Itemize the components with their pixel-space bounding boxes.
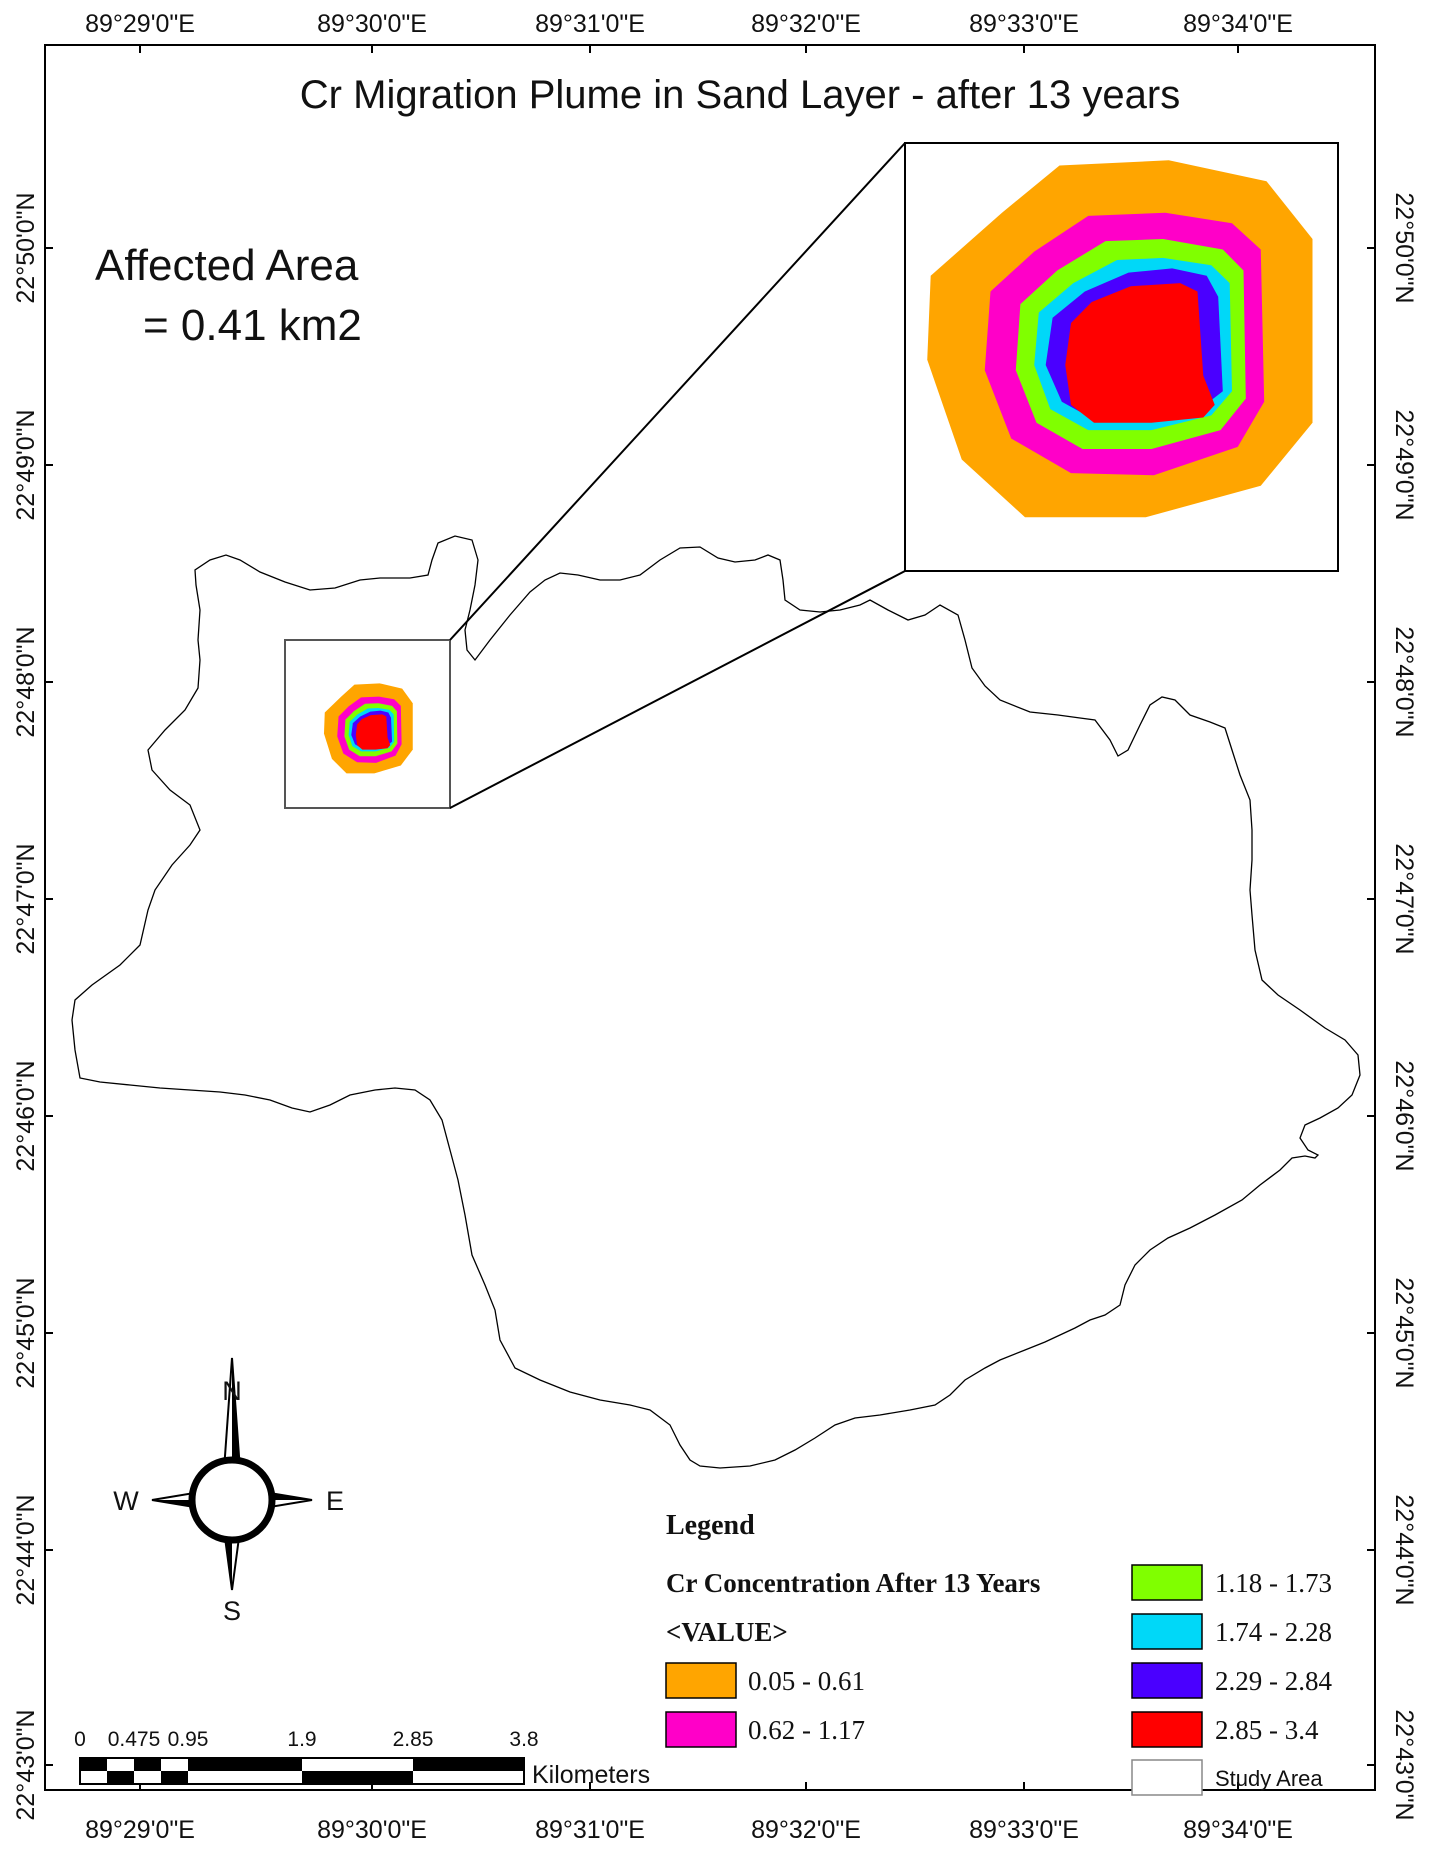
- lat-label: 22°50'0"N: [1390, 192, 1418, 303]
- legend-label-class-4: 1.74 - 2.28: [1215, 1617, 1332, 1647]
- lon-label: 89°32'0"E: [751, 10, 861, 38]
- latitude-labels-left: 22°50'0"N 22°49'0"N 22°48'0"N 22°47'0"N …: [12, 192, 40, 1820]
- lon-label: 89°32'0"E: [751, 1816, 861, 1844]
- legend-label-class-2: 0.62 - 1.17: [748, 1715, 865, 1745]
- north-label: N: [222, 1376, 242, 1406]
- scale-segment: [80, 1758, 107, 1771]
- lat-label: 22°50'0"N: [12, 192, 40, 303]
- scale-segment: [302, 1771, 413, 1784]
- map-title: Cr Migration Plume in Sand Layer - after…: [300, 73, 1180, 117]
- lat-label: 22°44'0"N: [1390, 1494, 1418, 1605]
- east-label: E: [326, 1486, 344, 1516]
- affected-area-value: = 0.41 km2: [143, 301, 362, 350]
- scale-segment: [161, 1771, 188, 1784]
- legend-label-class-3: 1.18 - 1.73: [1215, 1568, 1332, 1598]
- lon-label: 89°33'0"E: [969, 1816, 1079, 1844]
- legend-swatch-class-6: [1131, 1711, 1203, 1748]
- lat-label: 22°46'0"N: [1390, 1060, 1418, 1171]
- legend-field-name: <VALUE>: [666, 1617, 788, 1647]
- legend-swatch-class-5: [1131, 1662, 1203, 1699]
- inset-connector-line: [449, 142, 906, 641]
- north-needle-shade: [232, 1358, 240, 1470]
- scale-segment: [107, 1771, 134, 1784]
- latitude-labels-right: 22°50'0"N 22°49'0"N 22°48'0"N 22°47'0"N …: [1390, 192, 1418, 1820]
- east-needle-shade: [264, 1492, 312, 1500]
- lat-label: 22°47'0"N: [1390, 843, 1418, 954]
- south-label: S: [223, 1596, 241, 1626]
- lon-label: 89°31'0"E: [535, 1816, 645, 1844]
- study-area-boundary: [71, 535, 1361, 1469]
- lon-label: 89°30'0"E: [317, 10, 427, 38]
- legend-swatch-class-2: [665, 1711, 737, 1748]
- lon-label: 89°34'0"E: [1183, 1816, 1293, 1844]
- lon-label: 89°30'0"E: [317, 1816, 427, 1844]
- legend-label-class-6: 2.85 - 3.4: [1215, 1715, 1319, 1745]
- legend-swatch-class-1: [665, 1662, 737, 1699]
- lon-label: 89°29'0"E: [85, 1816, 195, 1844]
- lat-label: 22°48'0"N: [12, 626, 40, 737]
- scale-tick-label: 2.85: [393, 1728, 434, 1751]
- lon-label: 89°33'0"E: [969, 10, 1079, 38]
- legend: Legend Cr Concentration After 13 Years <…: [665, 1510, 1332, 1796]
- south-needle-shade: [224, 1530, 232, 1590]
- scale-tick-label: 1.9: [287, 1728, 316, 1751]
- lat-label: 22°47'0"N: [12, 843, 40, 954]
- lat-label: 22°45'0"N: [1390, 1277, 1418, 1388]
- inset-extent-box: [284, 639, 451, 809]
- legend-swatch-study-area: [1131, 1759, 1203, 1796]
- graticule-ticks: [45, 45, 1375, 1790]
- lat-label: 22°49'0"N: [1390, 409, 1418, 520]
- lat-label: 22°43'0"N: [12, 1709, 40, 1820]
- scale-segment: [134, 1758, 161, 1771]
- lat-label: 22°43'0"N: [1390, 1709, 1418, 1820]
- scale-bar: 0 0.475 0.95 1.9 2.85 3.8 Kilometers: [74, 1728, 650, 1789]
- legend-label-class-1: 0.05 - 0.61: [748, 1666, 865, 1696]
- inset-connector-line: [449, 570, 906, 809]
- longitude-labels-bottom: 89°29'0"E 89°30'0"E 89°31'0"E 89°32'0"E …: [85, 1816, 1293, 1844]
- scale-unit: Kilometers: [532, 1761, 650, 1789]
- scale-segment: [188, 1758, 302, 1771]
- lon-label: 89°34'0"E: [1183, 10, 1293, 38]
- west-needle-shade: [152, 1500, 200, 1508]
- west-label: W: [113, 1486, 139, 1516]
- legend-layer-name: Cr Concentration After 13 Years: [666, 1568, 1040, 1598]
- legend-swatch-class-4: [1131, 1613, 1203, 1650]
- scale-tick-label: 0.475: [108, 1728, 161, 1751]
- lat-label: 22°45'0"N: [12, 1277, 40, 1388]
- scale-tick-label: 0.95: [168, 1728, 209, 1751]
- lon-label: 89°31'0"E: [535, 10, 645, 38]
- lat-label: 22°49'0"N: [12, 409, 40, 520]
- lat-label: 22°46'0"N: [12, 1060, 40, 1171]
- legend-label-class-5: 2.29 - 2.84: [1215, 1666, 1332, 1696]
- scale-tick-label: 0: [74, 1728, 86, 1751]
- scale-tick-label: 3.8: [509, 1728, 538, 1751]
- legend-label-study-area: Study Area: [1215, 1766, 1323, 1791]
- scale-segment: [413, 1758, 524, 1771]
- north-arrow: N S W E: [113, 1357, 344, 1626]
- legend-swatch-class-3: [1131, 1564, 1203, 1601]
- legend-title: Legend: [666, 1510, 755, 1541]
- lat-label: 22°48'0"N: [1390, 626, 1418, 737]
- affected-area-label: Affected Area: [95, 241, 359, 290]
- lon-label: 89°29'0"E: [85, 10, 195, 38]
- longitude-labels-top: 89°29'0"E 89°30'0"E 89°31'0"E 89°32'0"E …: [85, 10, 1293, 38]
- compass-ring: [188, 1456, 276, 1544]
- lat-label: 22°44'0"N: [12, 1494, 40, 1605]
